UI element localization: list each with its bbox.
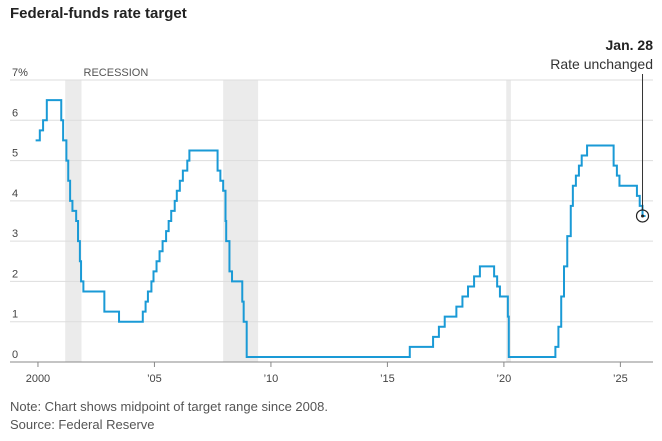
y-tick-label: 4: [12, 188, 18, 200]
y-tick-label: 1: [12, 309, 18, 321]
recession-label: RECESSION: [84, 67, 149, 79]
recession-band: [223, 80, 259, 362]
y-tick-label: 5: [12, 148, 18, 160]
y-tick-label: 0: [12, 349, 18, 361]
y-tick-label: 3: [12, 228, 18, 240]
annotation-marker: [635, 209, 650, 223]
x-tick-label: ’10: [264, 373, 279, 385]
rate-line: [35, 99, 646, 358]
y-tick-label: 2: [12, 268, 18, 280]
annotation-dot: [641, 214, 645, 218]
x-tick-label: ’15: [380, 373, 395, 385]
y-tick-label: 6: [12, 107, 18, 119]
x-tick-label: ’05: [147, 373, 162, 385]
chart-title: Federal-funds rate target: [10, 5, 187, 22]
note: Note: Chart shows midpoint of target ran…: [10, 399, 328, 414]
recession-band: [65, 80, 82, 362]
recession-band: [506, 80, 511, 362]
x-tick-label: ’20: [497, 373, 512, 385]
y-tick-label: 7%: [12, 67, 28, 79]
x-tick-label: 2000: [26, 373, 50, 385]
source: Source: Federal Reserve: [10, 417, 155, 432]
annotation-title: Jan. 28: [606, 37, 654, 53]
annotation-text: Rate unchanged: [550, 56, 653, 72]
x-tick-label: ’25: [613, 373, 628, 385]
